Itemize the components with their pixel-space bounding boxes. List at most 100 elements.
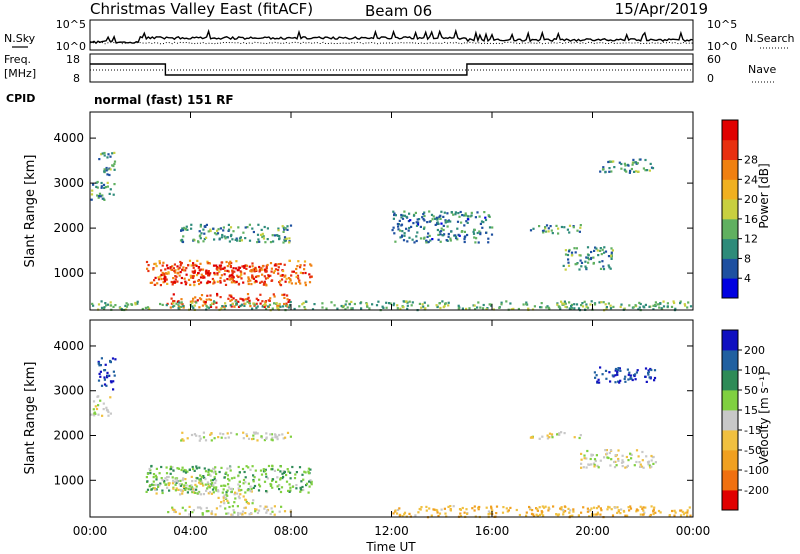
velocity-cell (215, 472, 218, 476)
velocity-cell (562, 510, 565, 514)
power-cell (171, 305, 175, 308)
power-cell (179, 260, 182, 264)
power-cell (584, 265, 587, 268)
power-cell (586, 256, 590, 260)
velocity-cell (270, 433, 274, 436)
velocity-cell (303, 470, 306, 473)
power-cell (256, 305, 259, 308)
power-cell (289, 279, 292, 282)
velocity-cell (265, 432, 268, 435)
velocity-cell (639, 463, 642, 466)
velocity-cell (282, 475, 285, 478)
power-cell (447, 304, 450, 307)
velocity-cell (108, 374, 111, 377)
power-cell (260, 267, 263, 270)
power-cell (278, 237, 281, 240)
velocity-cell (181, 490, 184, 493)
power-cell (276, 304, 279, 307)
power-cell (90, 198, 93, 201)
power-cell (242, 265, 245, 268)
power-cell (203, 276, 206, 279)
power-cell (204, 301, 207, 304)
power-cell (401, 234, 404, 237)
velocity-cell (555, 513, 558, 516)
velocity-cell (610, 458, 613, 461)
power-cell (260, 280, 263, 283)
velocity-cell (528, 505, 531, 509)
power-cell (602, 301, 605, 304)
power-cell (222, 305, 225, 308)
velocity-cell (210, 479, 213, 482)
power-cell (158, 262, 161, 265)
power-cell (191, 301, 194, 304)
power-panel-bg (90, 112, 693, 310)
power-cell (608, 167, 611, 170)
power-cell (264, 241, 267, 244)
power-cell (244, 226, 247, 229)
velocity-cell (226, 474, 229, 477)
velocity-cell (251, 438, 254, 441)
velocity-cell (542, 514, 545, 517)
velocity-cell (616, 373, 619, 376)
velocity-cell (607, 505, 610, 508)
power-cell (458, 215, 461, 218)
velocity-cell (627, 459, 630, 462)
velocity-cell (181, 431, 184, 434)
power-cell (636, 162, 639, 165)
velocity-cell (113, 374, 116, 377)
power-cell (156, 282, 159, 285)
velocity-cell (265, 437, 268, 440)
velocity-cell (199, 493, 202, 496)
power-cell (208, 281, 212, 284)
power-cell (439, 214, 442, 217)
power-cell (620, 303, 623, 306)
power-cell (629, 169, 632, 172)
power-cell (190, 276, 193, 279)
power-cell (230, 233, 233, 236)
velocity-cell (252, 499, 255, 502)
velocity-cell (247, 466, 250, 469)
power-cell (427, 240, 430, 244)
power-cell (563, 302, 566, 305)
power-cell (416, 223, 420, 226)
power-cell (221, 261, 224, 264)
velocity-cell (145, 476, 148, 479)
power-cell (174, 278, 177, 281)
velocity-cell (260, 435, 263, 438)
velocity-cell (628, 509, 631, 512)
power-cell (639, 302, 642, 306)
power-cell (620, 167, 623, 170)
power-cell (113, 168, 116, 171)
power-cell (440, 210, 443, 213)
power-cell (350, 300, 353, 303)
velocity-cell (107, 410, 110, 414)
power-cell (241, 298, 244, 301)
velocity-cell (621, 465, 624, 468)
velocity-cell (258, 478, 261, 481)
velocity-cell (99, 375, 102, 378)
power-cell (281, 293, 284, 296)
velocity-cell (627, 378, 630, 381)
velocity-cell (301, 485, 304, 489)
velocity-cell (166, 486, 169, 489)
power-cell (260, 228, 263, 231)
power-cell (371, 303, 374, 306)
velocity-cell (232, 509, 235, 512)
power-cell (570, 305, 573, 308)
power-cell (101, 194, 104, 197)
velocity-cell (266, 509, 269, 512)
velocity-cell (230, 490, 233, 493)
power-cell (397, 225, 400, 228)
velocity-cell (214, 470, 217, 473)
velocity-cell (180, 468, 183, 472)
power-cell (561, 302, 564, 305)
velocity-cell (210, 470, 214, 473)
velocity-cell (408, 512, 411, 515)
velocity-cell (420, 506, 423, 509)
velocity-cell (586, 507, 589, 510)
power-cell (277, 227, 280, 230)
velocity-cell (174, 510, 177, 514)
power-cell (478, 215, 481, 218)
velocity-cell (626, 368, 629, 371)
velocity-cell (199, 482, 202, 485)
